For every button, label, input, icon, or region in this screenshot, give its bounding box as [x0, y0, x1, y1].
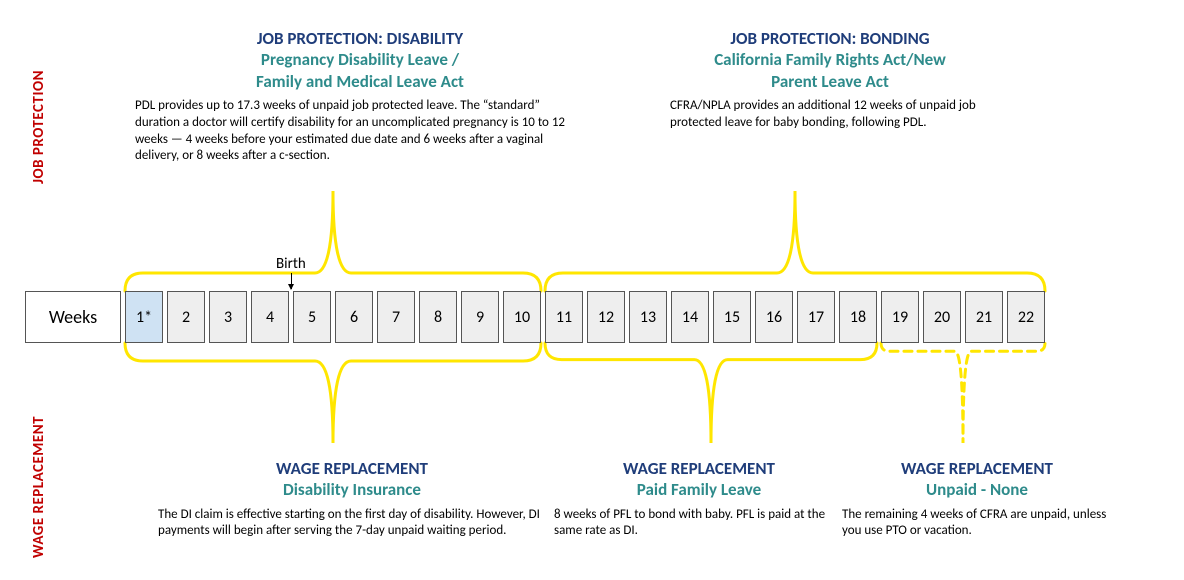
week-cell: 21 — [965, 291, 1003, 343]
brace-svg — [881, 343, 1045, 443]
week-cell: 19 — [881, 291, 919, 343]
timeline: Weeks1*234567891011121314151617181920212… — [25, 291, 1045, 343]
section-body: CFRA/NPLA provides an additional 12 week… — [670, 98, 990, 132]
section-block: WAGE REPLACEMENTUnpaid - None The remaini… — [842, 458, 1112, 540]
section-body: The remaining 4 weeks of CFRA are unpaid… — [842, 507, 1112, 541]
section-subtitle: California Family Rights Act/NewParent L… — [670, 49, 990, 92]
week-cell: 6 — [335, 291, 373, 343]
brace-svg — [545, 343, 877, 443]
week-cell: 22 — [1007, 291, 1045, 343]
week-cell: 2 — [167, 291, 205, 343]
week-cell: 12 — [587, 291, 625, 343]
birth-arrow — [291, 273, 292, 289]
section-subtitle: Pregnancy Disability Leave /Family and M… — [135, 49, 585, 92]
brace-svg — [125, 343, 541, 443]
job-protection-label: JOB PROTECTION — [30, 70, 48, 184]
brace-svg — [125, 191, 541, 291]
section-title: WAGE REPLACEMENT — [842, 458, 1112, 479]
section-body: PDL provides up to 17.3 weeks of unpaid … — [135, 98, 585, 166]
week-cell: 13 — [629, 291, 667, 343]
week-cell: 9 — [461, 291, 499, 343]
section-block: JOB PROTECTION: DISABILITYPregnancy Disa… — [135, 28, 585, 165]
week-cell: 18 — [839, 291, 877, 343]
section-title: JOB PROTECTION: DISABILITY — [135, 28, 585, 49]
week-cell: 3 — [209, 291, 247, 343]
week-cell: 1* — [125, 291, 163, 343]
section-body: The DI claim is effective starting on th… — [158, 507, 546, 541]
week-cell: 14 — [671, 291, 709, 343]
week-cell: 20 — [923, 291, 961, 343]
week-cell: 4 — [251, 291, 289, 343]
week-cell: 17 — [797, 291, 835, 343]
section-block: WAGE REPLACEMENTDisability Insurance The … — [158, 458, 546, 540]
birth-label: Birth — [276, 255, 306, 273]
section-title: WAGE REPLACEMENT — [554, 458, 844, 479]
week-cell: 8 — [419, 291, 457, 343]
week-cell: 11 — [545, 291, 583, 343]
wage-replacement-label: WAGE REPLACEMENT — [30, 416, 48, 558]
section-subtitle: Paid Family Leave — [554, 479, 844, 500]
week-cell: 7 — [377, 291, 415, 343]
section-block: JOB PROTECTION: BONDINGCalifornia Family… — [670, 28, 990, 132]
section-subtitle: Disability Insurance — [158, 479, 546, 500]
week-cell: 10 — [503, 291, 541, 343]
week-cell: 15 — [713, 291, 751, 343]
brace-svg — [545, 191, 1045, 291]
section-block: WAGE REPLACEMENTPaid Family Leave 8 weeks… — [554, 458, 844, 540]
section-title: JOB PROTECTION: BONDING — [670, 28, 990, 49]
section-subtitle: Unpaid - None — [842, 479, 1112, 500]
week-cell: 16 — [755, 291, 793, 343]
section-body: 8 weeks of PFL to bond with baby. PFL is… — [554, 507, 844, 541]
weeks-label-box: Weeks — [25, 291, 121, 343]
section-title: WAGE REPLACEMENT — [158, 458, 546, 479]
week-cell: 5 — [293, 291, 331, 343]
